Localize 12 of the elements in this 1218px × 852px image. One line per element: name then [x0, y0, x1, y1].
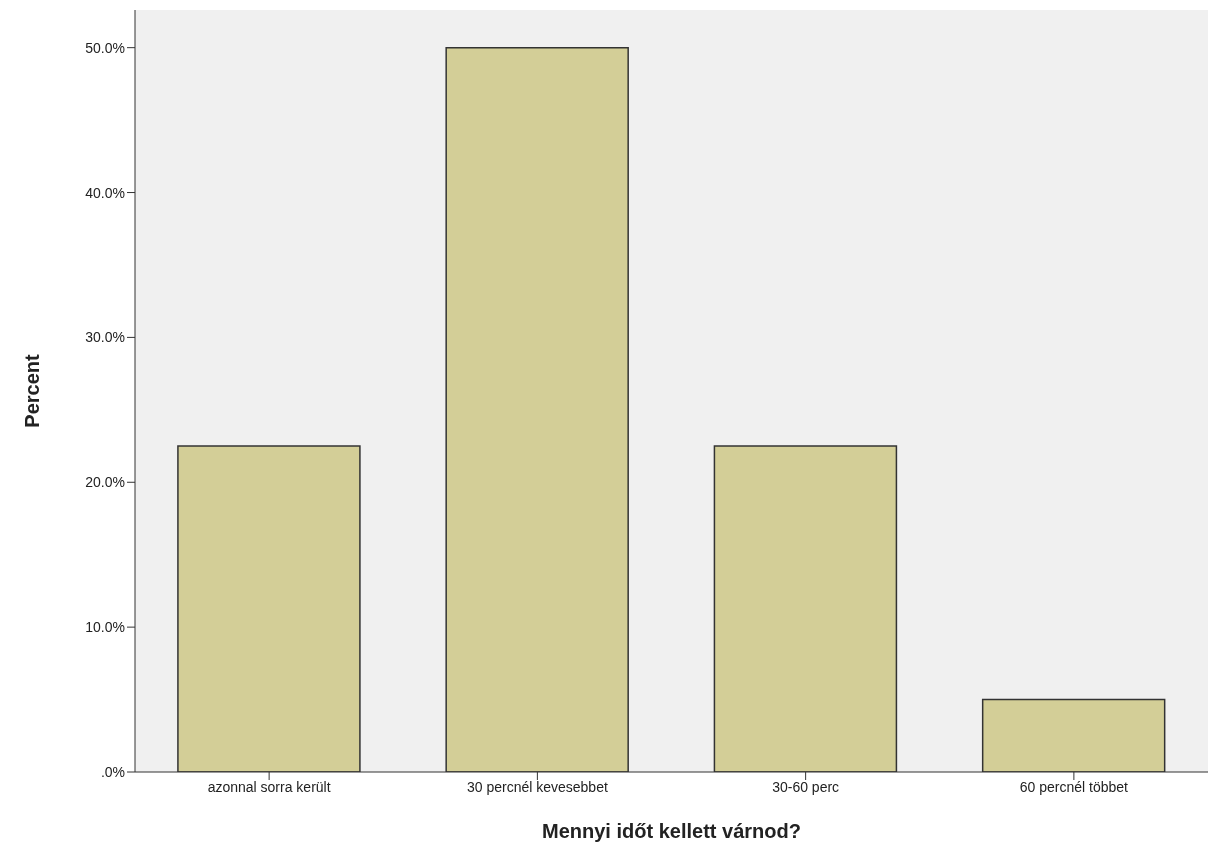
y-axis-title: Percent	[21, 353, 44, 428]
y-tick-label: 30.0%	[85, 329, 125, 346]
y-tick-label: 10.0%	[85, 619, 125, 636]
x-tick-label: azonnal sorra került	[207, 778, 331, 795]
y-tick-label: 50.0%	[85, 39, 125, 56]
x-tick-label: 60 percnél többet	[1019, 778, 1129, 795]
y-tick-label: .0%	[100, 763, 125, 780]
x-axis-title: Mennyi időt kellett várnod?	[542, 820, 801, 842]
x-tick-label: 30 percnél kevesebbet	[466, 778, 608, 795]
y-tick-label: 20.0%	[85, 474, 125, 491]
y-tick-label: 40.0%	[85, 184, 125, 201]
x-tick-label: 30-60 perc	[772, 778, 840, 795]
